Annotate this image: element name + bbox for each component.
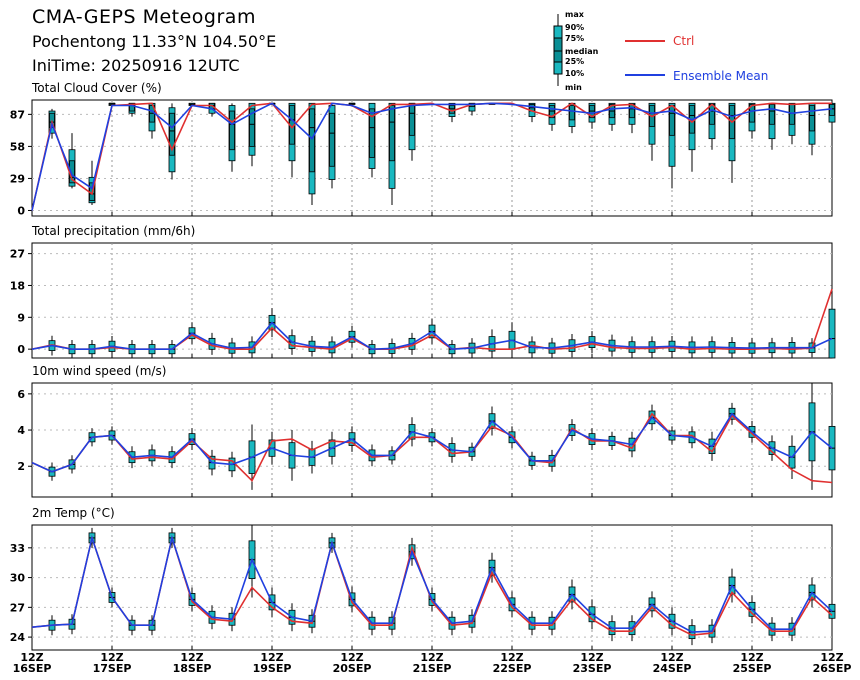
box-inner — [709, 104, 715, 125]
x-tick-label-time: 12Z — [820, 651, 843, 664]
key-box-inner — [553, 37, 563, 63]
box-inner — [309, 108, 315, 173]
x-tick-label-time: 12Z — [260, 651, 283, 664]
box-inner — [569, 105, 575, 121]
title-block: CMA-GEPS Meteogram Pochentong 11.33°N 10… — [32, 6, 276, 76]
x-tick-label-time: 12Z — [580, 651, 603, 664]
box-inner — [409, 102, 415, 136]
box-inner — [329, 112, 335, 167]
box-inner — [629, 104, 635, 119]
panel-title: Total precipitation (mm/6h) — [31, 224, 195, 238]
mean-line — [31, 534, 833, 633]
x-tick-label-time: 12Z — [740, 651, 763, 664]
y-tick-label: 30 — [10, 572, 26, 585]
x-tick-label-date: 17SEP — [93, 662, 132, 675]
y-tick-label: 33 — [10, 542, 25, 555]
x-tick-label-date: 24SEP — [653, 662, 692, 675]
box-inner — [369, 108, 375, 158]
key-label: max — [565, 10, 585, 19]
box-inner — [449, 105, 455, 114]
box-inner — [129, 102, 135, 112]
y-tick-label: 27 — [10, 601, 25, 614]
panel-title: Total Cloud Cover (%) — [31, 81, 162, 95]
y-tick-label: 2 — [17, 460, 25, 473]
box-inner — [229, 110, 235, 151]
box-inner — [769, 104, 775, 125]
y-tick-label: 4 — [17, 424, 25, 437]
y-tick-label: 29 — [10, 172, 25, 185]
x-tick-label-date: 22SEP — [493, 662, 532, 675]
x-tick-label-time: 12Z — [500, 651, 523, 664]
mean-line — [31, 412, 833, 473]
key-label: 90% — [565, 23, 584, 32]
key-label: 10% — [565, 69, 584, 78]
panel-title: 10m wind speed (m/s) — [32, 364, 166, 378]
box-inner — [669, 105, 675, 136]
x-tick-label-date: 26SEP — [813, 662, 852, 675]
box-inner — [249, 108, 255, 147]
box-inner — [829, 104, 835, 116]
box-inner — [549, 105, 555, 119]
y-tick-label: 27 — [10, 248, 25, 261]
box-inner — [809, 105, 815, 132]
y-tick-label: 9 — [17, 311, 25, 324]
mean-line — [31, 102, 833, 211]
box-inner — [789, 104, 795, 125]
x-tick-label-date: 21SEP — [413, 662, 452, 675]
box-inner — [169, 112, 175, 156]
panel-title: 2m Temp (°C) — [32, 506, 115, 520]
key-label: 25% — [565, 57, 584, 66]
x-tick-label-date: 23SEP — [573, 662, 612, 675]
x-tick-label-time: 12Z — [420, 651, 443, 664]
init-time-label: IniTime: 20250916 12UTC — [32, 56, 240, 75]
y-tick-label: 24 — [10, 631, 26, 644]
mean-line — [31, 321, 833, 351]
station-label: Pochentong 11.33°N 104.50°E — [32, 32, 277, 51]
y-tick-label: 6 — [17, 388, 25, 401]
y-tick-label: 0 — [17, 343, 25, 356]
box-inner — [389, 105, 395, 162]
box-inner — [589, 105, 595, 119]
box-outer — [828, 308, 836, 359]
x-tick-label-date: 18SEP — [173, 662, 212, 675]
x-tick-label-date: 25SEP — [733, 662, 772, 675]
y-tick-label: 18 — [10, 279, 25, 292]
y-tick-label: 0 — [17, 204, 25, 217]
chart-title: CMA-GEPS Meteogram — [32, 6, 256, 28]
box-inner — [749, 104, 755, 123]
key-label: median — [565, 47, 599, 56]
x-tick-label-time: 12Z — [20, 651, 43, 664]
x-tick-label-date: 19SEP — [253, 662, 292, 675]
x-tick-label-time: 12Z — [100, 651, 123, 664]
x-tick-label-date: 20SEP — [333, 662, 372, 675]
x-tick-label-date: 16SEP — [13, 662, 52, 675]
x-tick-label-time: 12Z — [340, 651, 363, 664]
key-label: 75% — [565, 34, 584, 43]
y-tick-label: 87 — [10, 108, 25, 121]
x-tick-label-time: 12Z — [660, 651, 683, 664]
key-label: min — [565, 83, 582, 92]
y-tick-label: 58 — [10, 140, 25, 153]
legend-ctrl-label: Ctrl — [673, 34, 694, 48]
x-tick-label-time: 12Z — [180, 651, 203, 664]
legend-mean-label: Ensemble Mean — [673, 69, 768, 83]
